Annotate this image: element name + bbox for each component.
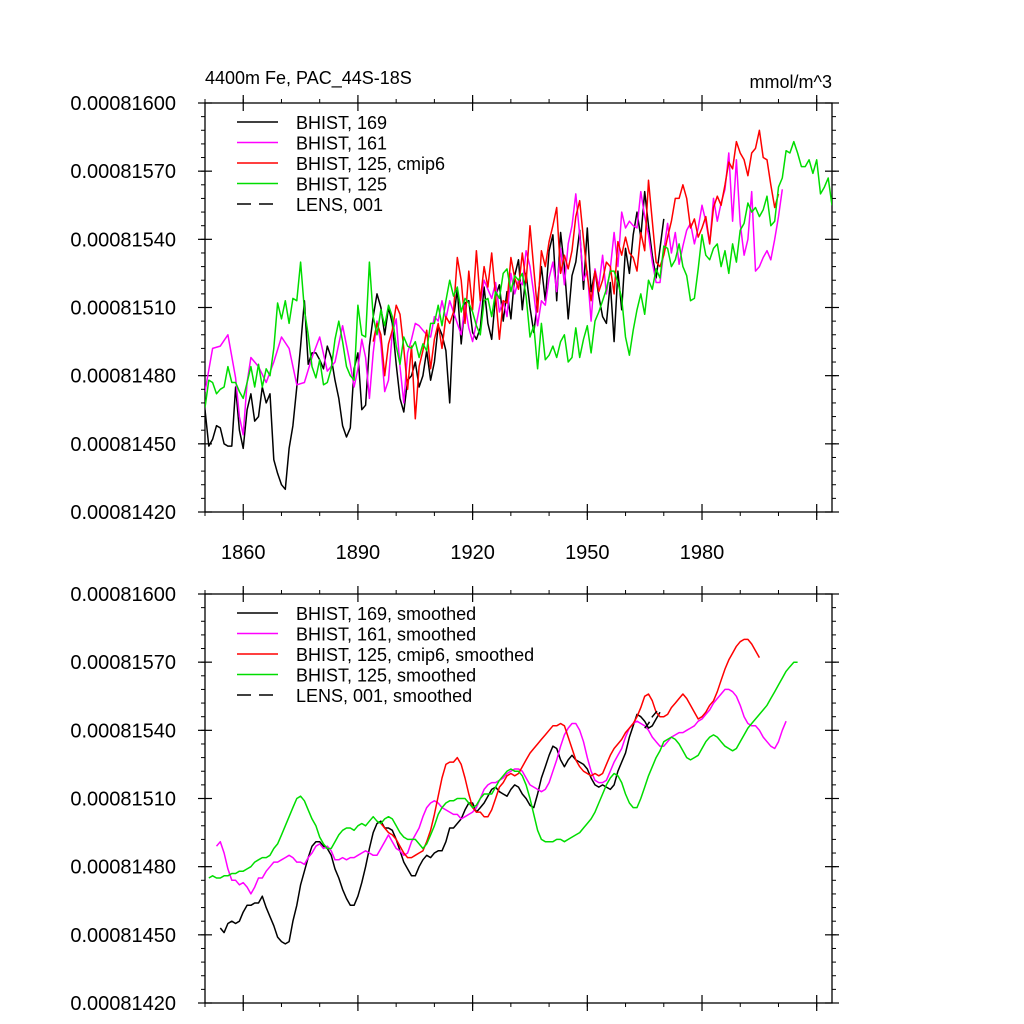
series-line-3 [380,638,761,859]
legend-label: LENS, 001, smoothed [296,686,472,706]
chart-panel-2: 0.00081420 0.00081450 0.00081480 0.00081510… [70,584,839,1015]
series-line-4 [205,140,832,408]
x-tick-label: 1860 [221,542,266,564]
y-tick-label: 0.00081480 [70,857,176,879]
units-label: mmol/m^3 [750,72,832,92]
y-tick-label: 0.00081600 [70,584,176,606]
legend-label: BHIST, 125, cmip6, smoothed [296,645,534,665]
series-line-3 [372,129,780,420]
series-line-1 [205,190,665,491]
y-tick-label: 0.00081540 [70,229,176,251]
series-line-4 [208,661,798,879]
legend-label: BHIST, 169 [296,113,387,133]
y-tick-label: 0.00081480 [70,366,176,388]
chart-panel-1: 0.00081420 0.00081450 0.00081480 0.00081510… [70,68,839,564]
series-line-5 [644,707,661,729]
legend-label: LENS, 001 [296,195,383,215]
legend-label: BHIST, 161, smoothed [296,625,476,645]
series-line-1 [219,711,661,945]
x-tick-label: 1920 [450,542,495,564]
series-line-2 [215,688,787,895]
y-tick-label: 0.00081420 [70,502,176,524]
y-tick-label: 0.00081450 [70,434,176,456]
y-tick-label: 0.00081510 [70,789,176,811]
legend-label: BHIST, 161 [296,134,387,154]
x-tick-label: 1980 [680,542,725,564]
y-tick-label: 0.00081540 [70,720,176,742]
y-tick-label: 0.00081420 [70,993,176,1015]
x-tick-label: 1890 [336,542,381,564]
y-tick-label: 0.00081570 [70,652,176,674]
chart-title: 4400m Fe, PAC_44S-18S [205,68,412,89]
legend-label: BHIST, 125, smoothed [296,666,476,686]
x-tick-label: 1950 [565,542,610,564]
y-tick-label: 0.00081600 [70,93,176,115]
legend-label: BHIST, 125 [296,175,387,195]
y-tick-label: 0.00081450 [70,925,176,947]
y-tick-label: 0.00081510 [70,298,176,320]
legend-label: BHIST, 125, cmip6 [296,154,445,174]
y-tick-label: 0.00081570 [70,161,176,183]
legend-label: BHIST, 169, smoothed [296,604,476,624]
